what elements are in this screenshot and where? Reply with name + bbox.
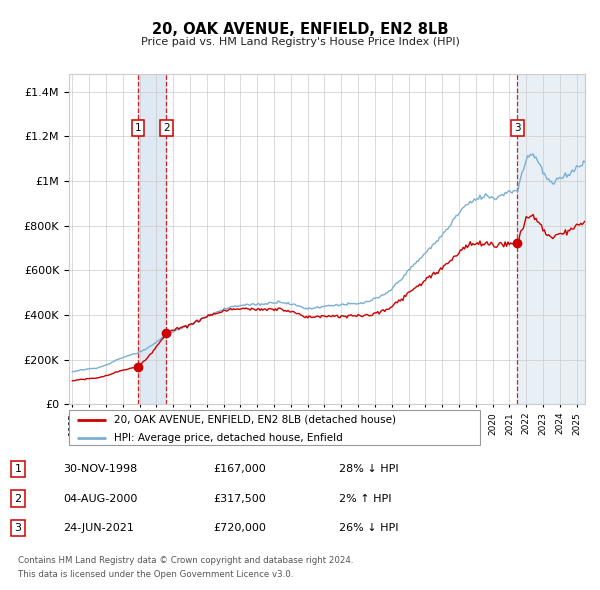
Text: 2% ↑ HPI: 2% ↑ HPI (339, 494, 391, 503)
Text: £720,000: £720,000 (213, 523, 266, 533)
Text: 20, OAK AVENUE, ENFIELD, EN2 8LB: 20, OAK AVENUE, ENFIELD, EN2 8LB (152, 22, 448, 37)
Text: HPI: Average price, detached house, Enfield: HPI: Average price, detached house, Enfi… (114, 432, 343, 442)
Text: 30-NOV-1998: 30-NOV-1998 (63, 464, 137, 474)
Text: 1: 1 (14, 464, 22, 474)
Bar (517, 74, 585, 404)
Text: 04-AUG-2000: 04-AUG-2000 (63, 494, 137, 503)
Bar (138, 74, 166, 404)
Text: 28% ↓ HPI: 28% ↓ HPI (339, 464, 398, 474)
Text: £317,500: £317,500 (213, 494, 266, 503)
Text: 3: 3 (514, 123, 521, 133)
Text: 2: 2 (14, 494, 22, 503)
Text: 1: 1 (135, 123, 142, 133)
Text: Price paid vs. HM Land Registry's House Price Index (HPI): Price paid vs. HM Land Registry's House … (140, 37, 460, 47)
Text: £167,000: £167,000 (213, 464, 266, 474)
Text: This data is licensed under the Open Government Licence v3.0.: This data is licensed under the Open Gov… (18, 571, 293, 579)
Text: 24-JUN-2021: 24-JUN-2021 (63, 523, 134, 533)
Text: 3: 3 (14, 523, 22, 533)
Text: 26% ↓ HPI: 26% ↓ HPI (339, 523, 398, 533)
Text: 20, OAK AVENUE, ENFIELD, EN2 8LB (detached house): 20, OAK AVENUE, ENFIELD, EN2 8LB (detach… (114, 415, 396, 425)
Text: 2: 2 (163, 123, 170, 133)
Text: Contains HM Land Registry data © Crown copyright and database right 2024.: Contains HM Land Registry data © Crown c… (18, 556, 353, 565)
